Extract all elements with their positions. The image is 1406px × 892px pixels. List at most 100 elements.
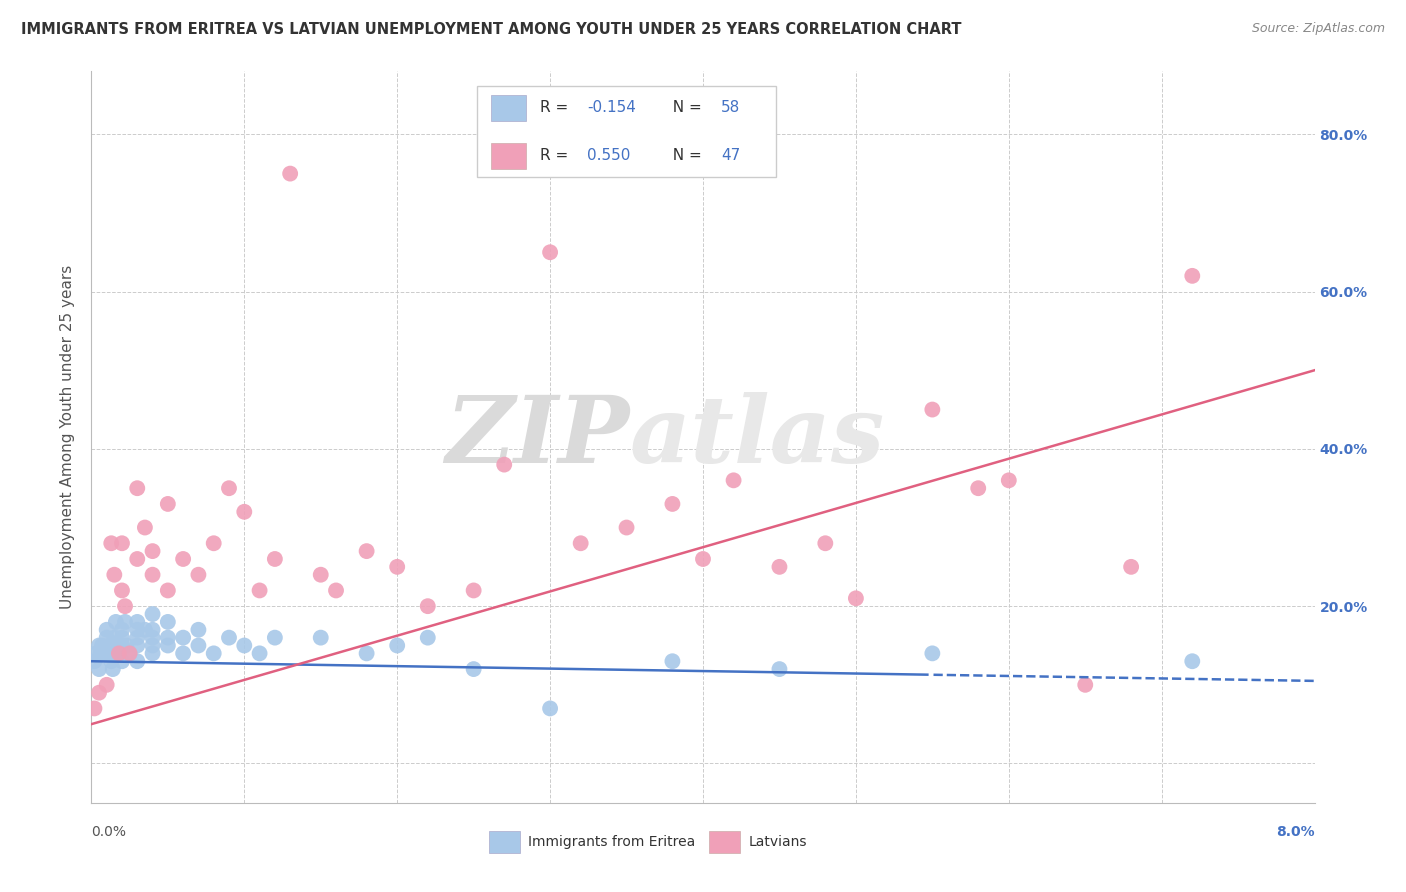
Point xyxy=(111,639,134,653)
Point xyxy=(93,646,115,660)
Point xyxy=(111,623,134,637)
Point xyxy=(111,654,134,668)
Text: -0.154: -0.154 xyxy=(586,101,636,115)
Point xyxy=(692,552,714,566)
Point xyxy=(87,639,110,653)
Point xyxy=(100,654,122,668)
Point xyxy=(998,473,1021,487)
Y-axis label: Unemployment Among Youth under 25 years: Unemployment Among Youth under 25 years xyxy=(60,265,76,609)
Text: N =: N = xyxy=(662,148,706,163)
Point xyxy=(309,567,332,582)
Point xyxy=(96,646,118,660)
Point xyxy=(233,505,256,519)
Point xyxy=(1121,559,1143,574)
Point xyxy=(723,473,745,487)
Point xyxy=(1181,268,1204,283)
Text: Latvians: Latvians xyxy=(748,835,807,848)
Point xyxy=(114,599,136,614)
Point xyxy=(96,678,118,692)
Point xyxy=(127,639,149,653)
Text: R =: R = xyxy=(540,148,574,163)
Point xyxy=(105,639,128,653)
Point xyxy=(416,631,439,645)
Point xyxy=(96,623,118,637)
Point xyxy=(616,520,638,534)
Point xyxy=(127,623,149,637)
Text: Immigrants from Eritrea: Immigrants from Eritrea xyxy=(529,835,696,848)
Point xyxy=(127,654,149,668)
Point xyxy=(134,520,156,534)
Point xyxy=(156,615,179,629)
FancyBboxPatch shape xyxy=(491,95,526,121)
Point xyxy=(87,686,110,700)
Point xyxy=(108,646,131,660)
Point xyxy=(202,646,225,660)
Text: Source: ZipAtlas.com: Source: ZipAtlas.com xyxy=(1251,22,1385,36)
Point xyxy=(141,631,163,645)
Point xyxy=(87,662,110,676)
Point xyxy=(141,646,163,660)
Point xyxy=(141,567,163,582)
Point xyxy=(127,615,149,629)
Point xyxy=(141,544,163,558)
Point xyxy=(463,583,485,598)
Point xyxy=(264,552,287,566)
Text: IMMIGRANTS FROM ERITREA VS LATVIAN UNEMPLOYMENT AMONG YOUTH UNDER 25 YEARS CORRE: IMMIGRANTS FROM ERITREA VS LATVIAN UNEMP… xyxy=(21,22,962,37)
Point xyxy=(325,583,347,598)
Point xyxy=(127,552,149,566)
Point xyxy=(768,662,790,676)
Point xyxy=(91,639,114,653)
Point xyxy=(172,646,194,660)
Point xyxy=(156,631,179,645)
Point xyxy=(101,662,124,676)
Point xyxy=(463,662,485,676)
Point xyxy=(103,646,125,660)
Point xyxy=(114,615,136,629)
Point xyxy=(127,481,149,495)
Point xyxy=(249,583,271,598)
Point xyxy=(111,631,134,645)
Text: 58: 58 xyxy=(721,101,741,115)
Point xyxy=(111,536,134,550)
Text: 8.0%: 8.0% xyxy=(1277,825,1315,839)
Point xyxy=(538,245,561,260)
Point xyxy=(118,646,141,660)
Point xyxy=(202,536,225,550)
Point xyxy=(156,639,179,653)
Point xyxy=(661,654,683,668)
Point xyxy=(356,544,378,558)
Point xyxy=(141,623,163,637)
Text: atlas: atlas xyxy=(630,392,884,482)
Point xyxy=(218,481,240,495)
Point xyxy=(385,559,409,574)
Point xyxy=(921,646,943,660)
Point xyxy=(98,639,121,653)
Point xyxy=(385,639,409,653)
Text: R =: R = xyxy=(540,101,574,115)
Point xyxy=(96,631,118,645)
Point xyxy=(967,481,990,495)
Point xyxy=(141,639,163,653)
Point xyxy=(172,552,194,566)
Point xyxy=(100,536,122,550)
Point xyxy=(356,646,378,660)
Point xyxy=(187,639,209,653)
Point xyxy=(90,646,112,660)
Text: 47: 47 xyxy=(721,148,741,163)
Point xyxy=(156,583,179,598)
Text: ZIP: ZIP xyxy=(446,392,630,482)
Point xyxy=(141,607,163,621)
Point xyxy=(187,567,209,582)
Point xyxy=(814,536,837,550)
Point xyxy=(233,639,256,653)
Point xyxy=(309,631,332,645)
Point xyxy=(416,599,439,614)
Text: 0.550: 0.550 xyxy=(586,148,630,163)
FancyBboxPatch shape xyxy=(489,830,520,853)
Point xyxy=(569,536,592,550)
Point xyxy=(768,559,790,574)
Point xyxy=(661,497,683,511)
Point xyxy=(115,639,138,653)
Point xyxy=(156,497,179,511)
Point xyxy=(538,701,561,715)
